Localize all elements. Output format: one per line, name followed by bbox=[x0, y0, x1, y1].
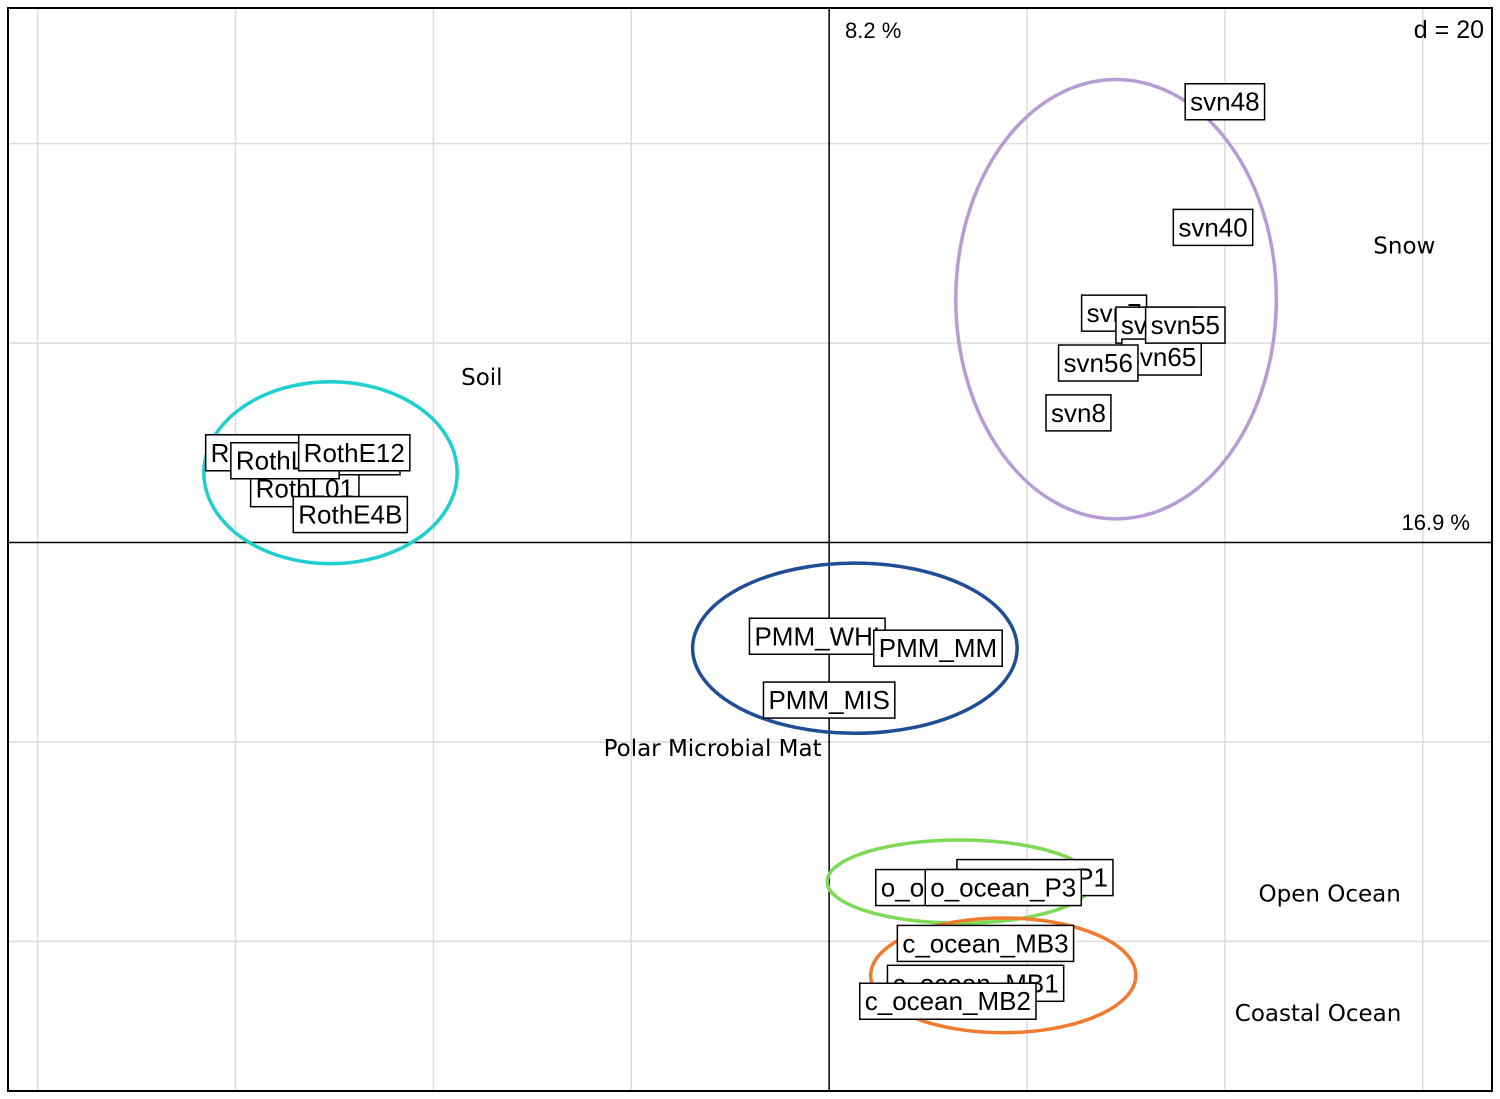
point-label-box: RothE12 bbox=[297, 434, 411, 472]
point-label: PMM_MM bbox=[879, 633, 997, 663]
point-label-frame bbox=[1057, 344, 1139, 382]
point-label-box: svn40 bbox=[1172, 208, 1254, 247]
point-label-frame bbox=[924, 868, 1083, 907]
point-label-box: PMM_WHI bbox=[748, 617, 886, 656]
soil-group-label: Soil bbox=[461, 365, 502, 391]
group-ellipses bbox=[202, 77, 1279, 1035]
polar-microbial-mat-ellipse bbox=[690, 561, 1019, 736]
point-label-frame bbox=[762, 681, 896, 719]
point-label-box: o_ocean_P3 bbox=[924, 868, 1083, 907]
group-labels: Soil Snow Polar Microbial Mat Open Ocean Coa… bbox=[461, 233, 1435, 1027]
point-label: PMM_WHI bbox=[754, 621, 880, 651]
point-labels: RothL01RothE48RothE4BRothE27RothL27RothE… bbox=[204, 82, 1266, 1020]
point-label-frame bbox=[748, 617, 886, 656]
plot-frame bbox=[7, 7, 1493, 1092]
point-label: RothE4B bbox=[298, 500, 402, 530]
point-label-frame bbox=[1172, 208, 1254, 247]
point-label: svn55 bbox=[1151, 310, 1220, 340]
point-label-frame bbox=[292, 495, 409, 534]
point-label-box: svn8 bbox=[1045, 394, 1112, 432]
coastal-ocean-ellipse bbox=[868, 916, 1138, 1035]
point-label: svn48 bbox=[1190, 87, 1259, 117]
point-label-frame bbox=[297, 434, 411, 472]
point-label: svn56 bbox=[1064, 348, 1133, 378]
grid-lines bbox=[8, 8, 1492, 1091]
point-label-box: RothE4B bbox=[292, 495, 409, 534]
origin-axes bbox=[8, 8, 1492, 1091]
point-label-frame bbox=[1045, 394, 1112, 432]
point-label: RothE12 bbox=[304, 438, 405, 468]
axis1-inertia-label: 16.9 % bbox=[1402, 510, 1471, 535]
point-label-frame bbox=[873, 629, 1003, 667]
coastal-ocean-group-label: Coastal Ocean bbox=[1235, 1001, 1402, 1027]
point-label: svn40 bbox=[1178, 212, 1247, 242]
point-label-box: PMM_MM bbox=[873, 629, 1003, 667]
point-label-frame bbox=[858, 982, 1037, 1020]
point-label-box: svn48 bbox=[1184, 82, 1266, 121]
point-label: o_ocean_P3 bbox=[930, 873, 1076, 903]
point-label: svn8 bbox=[1051, 398, 1106, 428]
point-label-frame bbox=[896, 924, 1075, 963]
point-label: PMM_MIS bbox=[768, 685, 889, 715]
point-label-box: PMM_MIS bbox=[762, 681, 896, 719]
point-label-box: c_ocean_MB2 bbox=[858, 982, 1037, 1020]
point-label-frame bbox=[1184, 82, 1266, 121]
point-label-box: c_ocean_MB3 bbox=[896, 924, 1075, 963]
scale-label: d = 20 bbox=[1414, 16, 1484, 44]
point-label-box: svn55 bbox=[1144, 306, 1226, 344]
point-label-frame bbox=[1144, 306, 1226, 344]
soil-ellipse bbox=[202, 379, 459, 566]
point-label: c_ocean_MB2 bbox=[865, 986, 1031, 1016]
open-ocean-group-label: Open Ocean bbox=[1259, 882, 1401, 908]
point-label: c_ocean_MB3 bbox=[902, 928, 1068, 958]
polar-microbial-mat-group-label: Polar Microbial Mat bbox=[604, 736, 822, 762]
snow-ellipse bbox=[954, 77, 1279, 521]
point-label-box: svn56 bbox=[1057, 344, 1139, 382]
snow-group-label: Snow bbox=[1373, 233, 1435, 259]
axis2-inertia-label: 8.2 % bbox=[845, 18, 901, 43]
